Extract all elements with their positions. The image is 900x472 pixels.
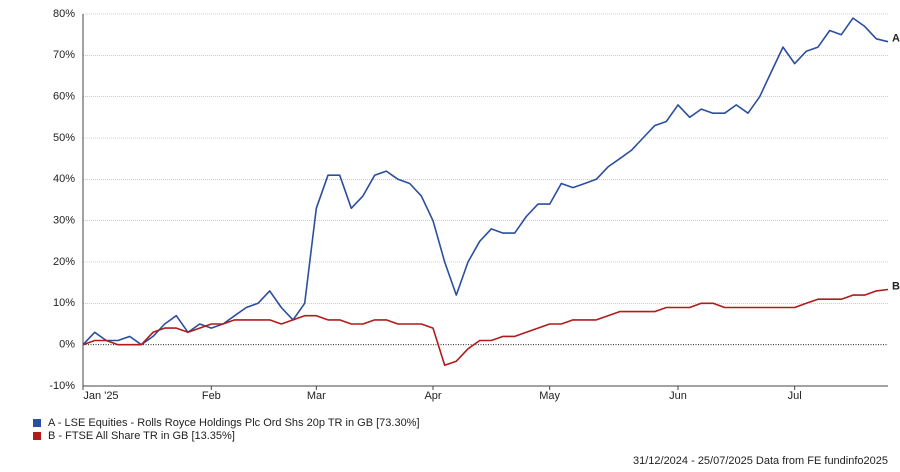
legend-label: B - FTSE All Share TR in GB [13.35%] xyxy=(48,430,235,442)
x-tick-label: Jan '25 xyxy=(83,390,118,402)
x-tick-label: Jun xyxy=(669,390,687,402)
y-tick-label: 60% xyxy=(53,91,75,103)
y-tick-label: 40% xyxy=(53,173,75,185)
legend-swatch xyxy=(33,419,41,427)
y-tick-label: -10% xyxy=(49,380,75,392)
y-tick-label: 0% xyxy=(59,339,75,351)
y-tick-label: 20% xyxy=(53,256,75,268)
y-tick-label: 30% xyxy=(53,215,75,227)
y-tick-label: 50% xyxy=(53,132,75,144)
y-tick-label: 10% xyxy=(53,297,75,309)
series-line xyxy=(82,288,889,367)
y-tick-label: 80% xyxy=(53,8,75,20)
end-label: A xyxy=(892,33,900,45)
series-line xyxy=(82,17,889,346)
x-tick-label: Mar xyxy=(307,390,326,402)
end-label: B xyxy=(892,280,900,292)
x-tick-label: May xyxy=(539,390,560,402)
source-note: 31/12/2024 - 25/07/2025 Data from FE fun… xyxy=(633,455,888,467)
y-tick-label: 70% xyxy=(53,49,75,61)
x-tick-label: Feb xyxy=(202,390,221,402)
x-tick-label: Apr xyxy=(424,390,441,402)
x-tick-label: Jul xyxy=(788,390,802,402)
legend-label: A - LSE Equities - Rolls Royce Holdings … xyxy=(48,417,420,429)
legend-swatch xyxy=(33,432,41,440)
